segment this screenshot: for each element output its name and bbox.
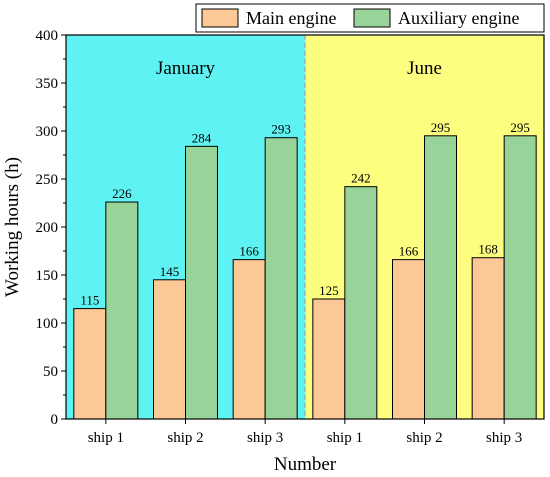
y-tick-label-0: 0 (51, 412, 59, 428)
y-tick-label-50: 50 (43, 364, 58, 380)
y-tick-label-100: 100 (36, 316, 59, 332)
y-tick-label-350: 350 (36, 76, 59, 92)
y-tick-label-150: 150 (36, 268, 59, 284)
data-label-auxiliary-2: 284 (192, 130, 212, 145)
bar-main-3 (232, 259, 266, 420)
data-label-auxiliary-5: 295 (431, 120, 451, 135)
y-tick-label-250: 250 (36, 172, 59, 188)
period-label-2: June (407, 58, 442, 79)
bar-main-6 (471, 257, 505, 420)
bar-main-4 (312, 298, 346, 420)
period-label-1: January (156, 58, 216, 79)
legend-label-main: Main engine (246, 8, 336, 28)
legend: Main engine Auxiliary engine (195, 3, 545, 33)
data-label-main-6: 168 (478, 242, 498, 257)
data-label-main-5: 166 (399, 244, 419, 259)
x-axis-title: Number (274, 454, 337, 475)
y-tick-label-400: 400 (36, 28, 59, 44)
bar-auxiliary-3 (264, 137, 298, 420)
data-label-auxiliary-3: 293 (271, 122, 291, 137)
data-label-main-3: 166 (239, 244, 259, 259)
x-tick-label-3: ship 3 (247, 430, 283, 446)
y-axis-title: Working hours (h) (2, 157, 23, 297)
x-tick-label-4: ship 1 (327, 430, 363, 446)
bar-auxiliary-5 (424, 135, 457, 420)
bar-auxiliary-1 (105, 201, 139, 420)
data-label-auxiliary-6: 295 (510, 120, 530, 135)
bar-main-2 (153, 279, 186, 420)
y-tick-label-300: 300 (36, 124, 59, 140)
bar-auxiliary-4 (344, 186, 378, 420)
bar-main-1 (73, 308, 107, 420)
x-tick-label-2: ship 2 (167, 430, 203, 446)
data-label-main-1: 115 (80, 293, 99, 308)
y-tick-label-200: 200 (36, 220, 59, 236)
data-label-auxiliary-4: 242 (351, 171, 371, 186)
legend-label-auxiliary: Auxiliary engine (398, 8, 519, 28)
bar-main-5 (392, 259, 425, 420)
x-tick-label-6: ship 3 (486, 430, 522, 446)
data-label-auxiliary-1: 226 (112, 186, 132, 201)
data-label-main-2: 145 (160, 264, 180, 279)
legend-swatch-main (201, 8, 239, 28)
x-tick-label-1: ship 1 (88, 430, 124, 446)
legend-swatch-auxiliary (353, 8, 391, 28)
bar-auxiliary-6 (503, 135, 537, 420)
bar-auxiliary-2 (185, 145, 218, 420)
x-tick-label-5: ship 2 (406, 430, 442, 446)
data-label-main-4: 125 (319, 283, 339, 298)
